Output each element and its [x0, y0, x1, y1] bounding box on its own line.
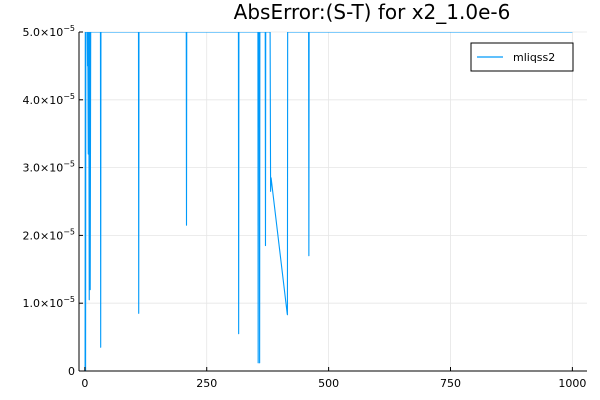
- chart-title: AbsError:(S-T) for x2_1.0e-6: [234, 0, 511, 24]
- x-tick-label-4: 1000: [558, 377, 586, 390]
- y-tick-label-2: 2.0×10−5: [22, 227, 75, 242]
- x-tick-label-2: 500: [318, 377, 339, 390]
- y-tick-label-3: 3.0×10−5: [22, 160, 75, 175]
- plot-area: [84, 32, 573, 371]
- legend: mliqss2: [470, 42, 574, 72]
- y-tick-exponent-3: −5: [63, 160, 75, 169]
- y-tick-mantissa-3: 3.0×10: [22, 162, 63, 175]
- y-tick-exponent-5: −5: [63, 24, 75, 33]
- y-tick-mantissa-0: 0: [68, 365, 75, 378]
- y-ticks: 01.0×10−52.0×10−53.0×10−54.0×10−55.0×10−…: [22, 24, 83, 378]
- y-tick-exponent-1: −5: [63, 295, 75, 304]
- y-tick-label-0: 0: [68, 365, 75, 378]
- y-tick-mantissa-1: 1.0×10: [22, 297, 63, 310]
- y-tick-exponent-4: −5: [63, 92, 75, 101]
- x-tick-label-1: 250: [196, 377, 217, 390]
- series-line-mliqss2: [84, 32, 573, 371]
- y-tick-label-5: 5.0×10−5: [22, 24, 75, 39]
- y-tick-label-4: 4.0×10−5: [22, 92, 75, 107]
- x-ticks: 0 250 500 750 1000: [81, 367, 586, 390]
- y-tick-label-1: 1.0×10−5: [22, 295, 75, 310]
- y-tick-mantissa-2: 2.0×10: [22, 229, 63, 242]
- x-tick-label-0: 0: [81, 377, 88, 390]
- y-tick-mantissa-5: 5.0×10: [22, 26, 63, 39]
- axes: [78, 32, 587, 372]
- y-tick-mantissa-4: 4.0×10: [22, 94, 63, 107]
- legend-label-mliqss2: mliqss2: [513, 51, 555, 64]
- y-tick-exponent-2: −5: [63, 227, 75, 236]
- x-tick-label-3: 750: [440, 377, 461, 390]
